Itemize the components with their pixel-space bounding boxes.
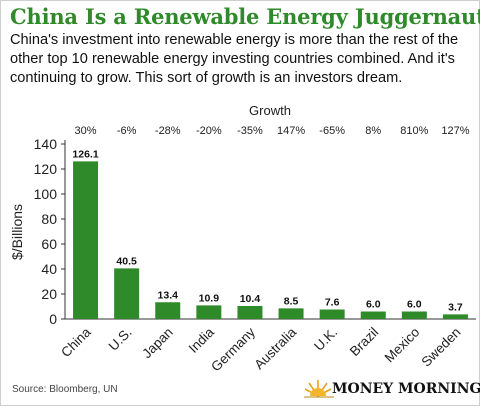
y-tick-label: 120 — [34, 161, 58, 177]
y-axis-title: $/Billions — [9, 204, 25, 260]
bar-value-label: 7.6 — [325, 297, 340, 309]
bar-value-label: 40.5 — [116, 255, 137, 267]
bar — [237, 306, 263, 319]
source-note: Source: Bloomberg, UN — [12, 384, 118, 395]
bar-value-label: 3.7 — [448, 301, 463, 313]
growth-value: -65% — [319, 125, 345, 137]
money-morning-logo: MONEY MORNING — [304, 374, 480, 402]
bar — [278, 308, 304, 319]
x-tick-label: U.S. — [106, 325, 135, 354]
bar-value-label: 13.4 — [158, 289, 179, 301]
y-tick-label: 20 — [41, 286, 57, 302]
bar-value-label: 6.0 — [407, 299, 422, 311]
bar — [442, 314, 468, 319]
bar — [401, 311, 427, 319]
x-tick-label: Sweden — [418, 325, 463, 370]
bar — [114, 268, 140, 319]
x-tick-label: U.K. — [311, 325, 340, 354]
growth-value: 127% — [441, 125, 469, 137]
bar-value-label: 126.1 — [72, 148, 98, 160]
y-tick-label: 100 — [34, 186, 58, 202]
bar — [360, 311, 386, 319]
y-tick-label: 80 — [41, 211, 57, 227]
sunrise-icon — [304, 380, 334, 398]
growth-value: 810% — [400, 125, 428, 137]
x-tick-label: Germany — [208, 324, 258, 374]
x-tick-label: Mexico — [382, 325, 423, 366]
x-tick-label: India — [186, 324, 218, 356]
x-tick-label: China — [58, 324, 94, 360]
x-tick-label: Brazil — [347, 325, 381, 359]
bar — [319, 309, 345, 319]
chart-subtitle: China's investment into renewable energy… — [10, 32, 459, 86]
bar-value-label: 10.4 — [240, 293, 261, 305]
growth-value: 8% — [365, 125, 381, 137]
bar — [155, 302, 181, 319]
bar — [73, 161, 99, 319]
growth-value: -20% — [196, 125, 222, 137]
x-tick-label: Australia — [251, 324, 299, 372]
growth-value: 30% — [75, 125, 97, 137]
x-tick-label: Japan — [139, 325, 176, 362]
bar-value-label: 10.9 — [199, 292, 220, 304]
bar-value-label: 6.0 — [366, 299, 381, 311]
y-tick-label: 0 — [49, 311, 57, 327]
bar-value-label: 8.5 — [284, 295, 299, 307]
logo-text: MONEY MORNING — [332, 381, 480, 397]
y-tick-label: 40 — [41, 261, 57, 277]
growth-value: 147% — [277, 125, 305, 137]
growth-header: Growth — [249, 103, 291, 118]
growth-value: -28% — [155, 125, 181, 137]
y-tick-label: 60 — [41, 236, 57, 252]
bar — [196, 305, 222, 319]
y-tick-label: 140 — [34, 136, 58, 152]
growth-value: -35% — [237, 125, 263, 137]
growth-value: -6% — [117, 125, 137, 137]
chart-title: China Is a Renewable Energy Juggernaut — [10, 4, 480, 29]
